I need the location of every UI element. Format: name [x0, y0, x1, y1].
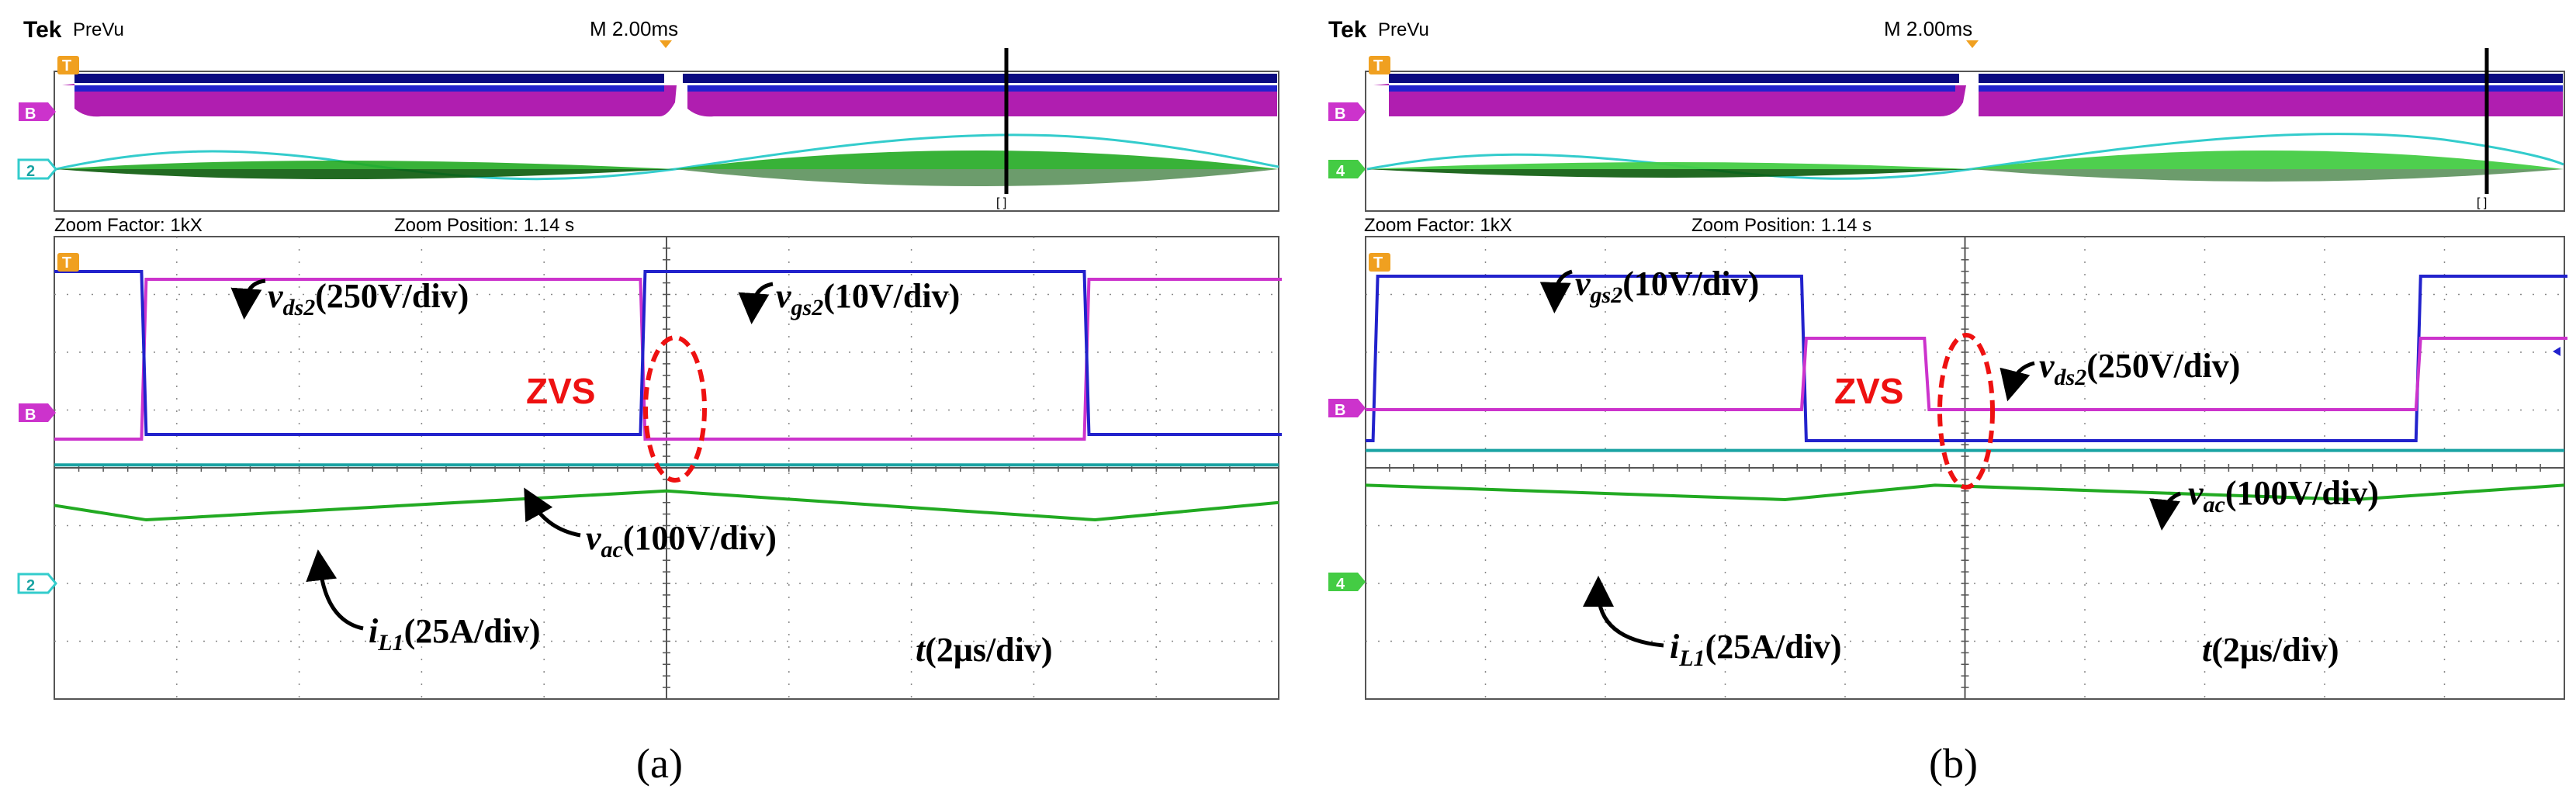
overview-window: [ ] — [54, 48, 1279, 212]
mode-label: PreVu — [73, 19, 124, 40]
arrow-vgs2 — [738, 282, 774, 324]
zoom-window-marker: [ ] — [2477, 196, 2487, 209]
trace-v-ds2 — [54, 278, 1282, 441]
label-vac: vac(100V/div) — [2188, 474, 2379, 517]
overview-channel-markers: T B 4 — [1328, 56, 1390, 180]
zvs-highlight-ellipse — [643, 335, 707, 483]
label-iL1: iL1(25A/div) — [1670, 628, 1842, 671]
math-badge: B — [25, 106, 36, 123]
zoom-factor-label: Zoom Factor: 1kX — [1364, 215, 1512, 236]
trace-i-L1 — [1365, 483, 2565, 501]
panel-label: (a) — [636, 740, 683, 787]
trigger-position-marker — [1966, 40, 1979, 48]
screen-trigger-badge: T — [62, 254, 71, 272]
brand-label: Tek — [23, 17, 62, 43]
scope-grid — [54, 236, 1279, 700]
timebase-label: M 2.00ms — [1884, 17, 1972, 40]
overview-channel-markers: T B 2 — [17, 56, 79, 180]
arrow-vac — [2149, 491, 2182, 531]
brand-label: Tek — [1328, 17, 1367, 43]
overview-window: [ ] — [1365, 48, 2565, 212]
zoom-window-marker: [ ] — [996, 196, 1006, 209]
label-iL1: iL1(25A/div) — [369, 612, 541, 656]
arrow-vds2 — [2000, 361, 2035, 402]
screen-math-badge: B — [25, 407, 36, 424]
mode-label: PreVu — [1378, 19, 1429, 40]
trace-v-ds2 — [1366, 337, 2567, 411]
label-vac: vac(100V/div) — [586, 519, 777, 562]
screen-math-badge: B — [1335, 402, 1345, 419]
label-time-scale: t(2μs/div) — [916, 631, 1053, 669]
label-vds2: vds2(250V/div) — [268, 277, 469, 320]
arrow-vac — [524, 487, 581, 538]
annotations: vgs2(10V/div) vds2(250V/div) vac(100V/di… — [1539, 265, 2379, 671]
scope-panel-b: Tek PreVu M 2.00ms [ ] T B 4 Zoo — [1328, 17, 2567, 787]
label-zvs: ZVS — [526, 371, 595, 411]
screen-trigger-badge: T — [1373, 254, 1383, 272]
scope-traces — [54, 270, 1282, 522]
label-zvs: ZVS — [1834, 371, 1903, 411]
scope-panel-a: Tek PreVu M 2.00ms [ ] T B 2 Zoo — [17, 17, 1282, 787]
label-vds2: vds2(250V/div) — [2039, 347, 2240, 390]
panel-label: (b) — [1929, 740, 1978, 787]
zoom-factor-label: Zoom Factor: 1kX — [54, 215, 203, 236]
channel-offset-arrow-icon — [2553, 347, 2560, 356]
trace-v-gs2 — [1366, 275, 2567, 442]
screen-ref-badge: 2 — [26, 577, 35, 594]
zvs-highlight-ellipse — [1937, 333, 1995, 490]
arrow-iL1 — [306, 549, 364, 631]
zoom-position-label: Zoom Position: 1.14 s — [394, 215, 574, 236]
trace-v-gs2 — [54, 270, 1282, 436]
screen-channel-markers: T B 4 — [1328, 253, 2560, 593]
screen-channel-markers: T B 2 — [17, 253, 79, 594]
ref-badge: 2 — [26, 163, 35, 180]
label-vgs2: vgs2(10V/div) — [776, 277, 960, 320]
zoom-position-label: Zoom Position: 1.14 s — [1691, 215, 1871, 236]
arrow-vds2 — [230, 279, 266, 320]
math-badge: B — [1335, 106, 1345, 123]
annotations: vds2(250V/div) vgs2(10V/div) vac(100V/di… — [230, 277, 1053, 669]
label-time-scale: t(2μs/div) — [2202, 631, 2339, 669]
arrow-vgs2 — [1539, 269, 1573, 313]
timebase-label: M 2.00ms — [590, 17, 678, 40]
scope-traces — [1365, 275, 2567, 501]
ref-badge: 4 — [1336, 163, 1345, 180]
trigger-badge: T — [62, 57, 71, 74]
trace-i-L1 — [54, 489, 1279, 522]
trigger-position-marker — [660, 40, 672, 48]
label-vgs2: vgs2(10V/div) — [1575, 265, 1759, 308]
screen-ref-badge: 4 — [1336, 576, 1345, 593]
arrow-iL1 — [1583, 576, 1664, 648]
trigger-badge: T — [1373, 57, 1383, 74]
